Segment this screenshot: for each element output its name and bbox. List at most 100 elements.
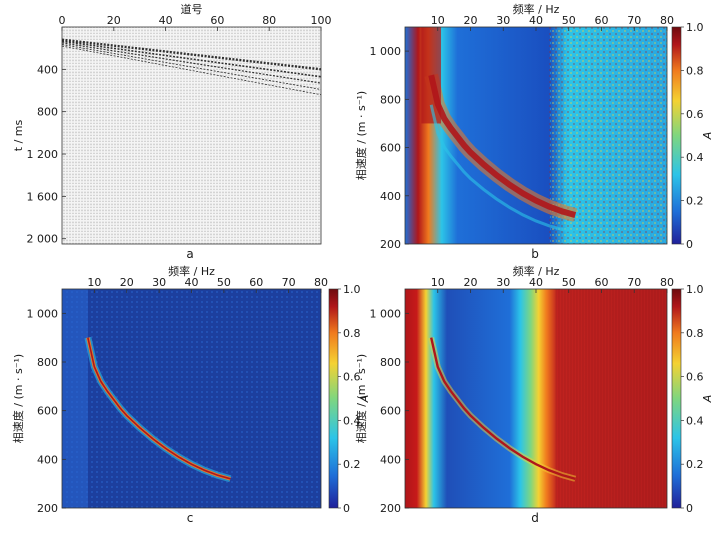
colorbar-tick-label: 0.6	[686, 371, 704, 384]
dispersion-ridge	[428, 74, 577, 218]
colorbar-tick-label: 0.2	[343, 458, 361, 471]
y-tick-label: 800	[37, 106, 58, 119]
colorbar-tick-label: 0.8	[343, 327, 361, 340]
x-tick-label: 20	[464, 276, 478, 289]
x-tick-label: 40	[529, 14, 543, 27]
colorbar-label: A	[701, 395, 714, 404]
event-4	[62, 45, 321, 96]
panel-label: c	[187, 511, 194, 525]
x-tick-label: 10	[87, 276, 101, 289]
plot-area-a	[62, 27, 321, 244]
y-tick-label: 400	[380, 190, 401, 203]
x-tick-label: 80	[262, 14, 276, 27]
colorbar-tick-label: 0.6	[686, 108, 704, 121]
y-tick-label: 1 000	[370, 307, 402, 320]
colorbar-tick-label: 0.4	[343, 414, 361, 427]
colorbar-tick-label: 0.6	[343, 371, 361, 384]
x-tick-label: 40	[185, 276, 199, 289]
x-tick-label: 30	[496, 276, 510, 289]
noise-texture	[62, 289, 321, 508]
y-tick-label: 400	[380, 453, 401, 466]
y-tick-label: 1 200	[27, 148, 59, 161]
x-tick-label: 100	[311, 14, 332, 27]
x-tick-label: 10	[431, 14, 445, 27]
colorbar	[671, 26, 682, 245]
y-tick-label: 400	[37, 63, 58, 76]
plot-area-d	[405, 289, 667, 508]
x-tick-label: 20	[464, 14, 478, 27]
y-tick-label: 800	[380, 93, 401, 106]
colorbar-label: A	[701, 132, 714, 141]
panel-a: 0 20 40 60 80 100 400 800 1 200 1 600 2 000 道号 t / m…	[12, 2, 332, 261]
colorbar-tick-label: 0.2	[686, 195, 704, 208]
panel-label: a	[186, 247, 193, 261]
colorbar-tick-label: 0	[686, 502, 693, 515]
y-axis-label: t / ms	[12, 120, 25, 152]
y-axis-label: 相速度 / (m · s⁻¹)	[11, 354, 25, 443]
x-tick-label: 20	[120, 276, 134, 289]
y-tick-label: 1 000	[370, 45, 402, 58]
colorbar-tick-label: 0	[686, 238, 693, 251]
panel-c: 10 20 30 40 50 60 70 80 200 400 600 800 1 000 频率 / Hz…	[11, 264, 371, 525]
low-frequency-energy	[421, 27, 442, 124]
x-tick-label: 70	[627, 14, 641, 27]
x-tick-label: 60	[595, 276, 609, 289]
x-tick-label: 30	[152, 276, 166, 289]
x-tick-label: 20	[107, 14, 121, 27]
colorbar-tick-label: 0.8	[686, 327, 704, 340]
x-tick-label: 60	[249, 276, 263, 289]
colorbar-tick-label: 1.0	[686, 283, 704, 296]
dispersion-ridge	[87, 337, 231, 480]
colorbar	[671, 288, 682, 509]
x-tick-label: 80	[660, 14, 674, 27]
y-axis-label: 相速度 / (m · s⁻¹)	[354, 354, 368, 443]
y-tick-label: 2 000	[27, 233, 59, 246]
y-axis-label: 相速度 / (m · s⁻¹)	[354, 91, 368, 180]
colorbar-tick-label: 1.0	[343, 283, 361, 296]
event-2	[62, 42, 321, 84]
panel-d: 10 20 30 40 50 60 70 80 200 400 600 800 1 000 频率 / Hz…	[354, 264, 714, 525]
x-tick-label: 30	[496, 14, 510, 27]
colorbar-tick-label: 0.2	[686, 458, 704, 471]
colorbar-tick-label: 0.8	[686, 64, 704, 77]
x-tick-label: 50	[562, 276, 576, 289]
colorbar-tick-label: 1.0	[686, 21, 704, 34]
y-tick-label: 200	[380, 502, 401, 515]
x-tick-label: 70	[627, 276, 641, 289]
x-axis-label: 频率 / Hz	[513, 2, 560, 16]
y-tick-label: 200	[380, 238, 401, 251]
plot-area-c	[62, 289, 321, 508]
low-frequency-energy	[62, 289, 88, 508]
y-tick-label: 600	[380, 405, 401, 418]
event-0	[62, 38, 321, 71]
panel-label: b	[531, 247, 539, 261]
x-tick-label: 80	[660, 276, 674, 289]
secondary-lobe	[429, 104, 576, 234]
x-axis-label: 频率 / Hz	[168, 264, 215, 278]
x-tick-label: 50	[217, 276, 231, 289]
x-tick-label: 0	[59, 14, 66, 27]
x-tick-label: 10	[431, 276, 445, 289]
plot-frame	[61, 26, 322, 245]
x-tick-label: 50	[562, 14, 576, 27]
x-axis-label: 频率 / Hz	[513, 264, 560, 278]
panel-b: 10 20 30 40 50 60 70 80 200 400 600 800 1 000 频率 / Hz…	[354, 2, 714, 261]
colorbar-label: A	[358, 395, 371, 404]
event-3	[62, 44, 321, 90]
y-tick-label: 800	[380, 356, 401, 369]
y-tick-label: 1 000	[27, 307, 59, 320]
panel-label: d	[531, 511, 539, 525]
x-tick-label: 60	[210, 14, 224, 27]
colorbar-tick-label: 0.4	[686, 151, 704, 164]
y-tick-label: 400	[37, 453, 58, 466]
y-tick-label: 1 600	[27, 190, 59, 203]
plot-area-b	[405, 27, 667, 244]
x-tick-label: 70	[282, 276, 296, 289]
x-tick-label: 40	[529, 276, 543, 289]
colorbar-tick-label: 0.4	[686, 414, 704, 427]
x-tick-label: 40	[159, 14, 173, 27]
y-tick-label: 200	[37, 502, 58, 515]
event-1	[62, 40, 321, 78]
